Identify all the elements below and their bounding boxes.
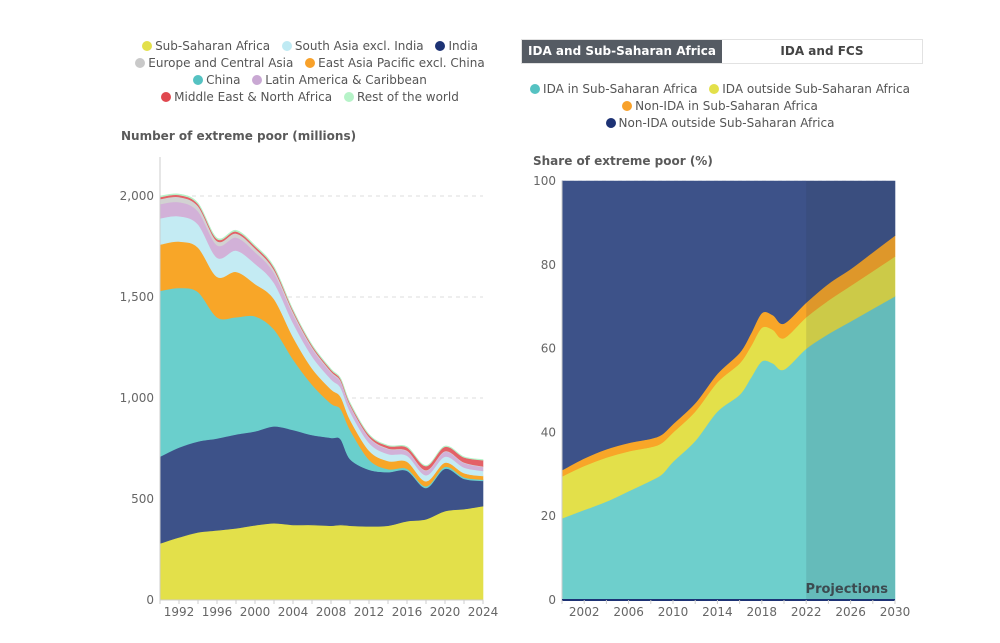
x-tick-label: 2018 xyxy=(747,605,778,619)
x-tick-label: 2010 xyxy=(658,605,689,619)
legend-item-ida-outside-ssa[interactable]: IDA outside Sub-Saharan Africa xyxy=(709,81,910,98)
legend-dot-icon xyxy=(135,58,146,68)
x-tick-label: 2000 xyxy=(240,605,271,619)
x-tick-label: 2004 xyxy=(278,605,309,619)
x-tick-label: 2014 xyxy=(702,605,733,619)
tab-ida-sub-saharan-africa[interactable]: IDA and Sub-Saharan Africa xyxy=(522,40,722,63)
y-tick-label: 20 xyxy=(541,509,556,523)
legend-item-europe-central-asia[interactable]: Europe and Central Asia xyxy=(135,55,293,72)
legend-dot-icon xyxy=(142,41,153,51)
x-tick-label: 1996 xyxy=(202,605,233,619)
left-chart: 0 500 1,000 1,500 2,000 1992 1996 2000 2004 2008 2… xyxy=(120,157,499,619)
x-tick-label: 2008 xyxy=(316,605,347,619)
legend-dot-icon xyxy=(530,84,541,94)
x-tick-label: 2024 xyxy=(468,605,499,619)
projections-label: Projections xyxy=(806,582,889,597)
legend-item-non-ida-in-ssa[interactable]: Non-IDA in Sub-Saharan Africa xyxy=(622,98,818,115)
x-tick-label: 2006 xyxy=(613,605,644,619)
x-tick-label: 2030 xyxy=(880,605,911,619)
y-tick-label: 100 xyxy=(533,174,556,188)
left-chart-legend: Sub-Saharan Africa South Asia excl. Indi… xyxy=(120,38,500,106)
y-tick-label: 0 xyxy=(548,593,556,607)
y-tick-label: 80 xyxy=(541,258,556,272)
legend-dot-icon xyxy=(605,118,616,128)
projections-shade xyxy=(806,181,895,600)
y-tick-label: 0 xyxy=(146,593,154,607)
chart-tabs: IDA and Sub-Saharan Africa IDA and FCS xyxy=(521,39,923,64)
right-chart: Projections 0 20 40 60 80 100 2002 2006 2010 2014 2… xyxy=(533,174,910,619)
y-tick-label: 60 xyxy=(541,342,556,356)
legend-item-latin-america[interactable]: Latin America & Caribbean xyxy=(252,72,427,89)
x-tick-label: 2026 xyxy=(835,605,866,619)
legend-item-middle-east[interactable]: Middle East & North Africa xyxy=(161,89,332,106)
x-tick-label: 2012 xyxy=(354,605,385,619)
legend-item-india[interactable]: India xyxy=(435,38,478,55)
right-chart-legend: IDA in Sub-Saharan Africa IDA outside Su… xyxy=(520,81,920,132)
y-tick-label: 2,000 xyxy=(120,189,154,203)
legend-dot-icon xyxy=(193,75,204,85)
x-tick-label: 2002 xyxy=(569,605,600,619)
y-tick-label: 1,000 xyxy=(120,391,154,405)
tab-ida-fcs[interactable]: IDA and FCS xyxy=(722,40,922,63)
legend-dot-icon xyxy=(281,41,292,51)
legend-item-rest-of-world[interactable]: Rest of the world xyxy=(343,89,459,106)
legend-item-south-asia[interactable]: South Asia excl. India xyxy=(281,38,424,55)
legend-dot-icon xyxy=(161,92,172,102)
area-non-ida-outside-sub-saharan-africa[interactable] xyxy=(561,180,896,471)
legend-item-ida-in-ssa[interactable]: IDA in Sub-Saharan Africa xyxy=(530,81,697,98)
x-tick-label: 1992 xyxy=(164,605,195,619)
legend-item-non-ida-outside-ssa[interactable]: Non-IDA outside Sub-Saharan Africa xyxy=(605,115,834,132)
legend-dot-icon xyxy=(435,41,446,51)
left-chart-title: Number of extreme poor (millions) xyxy=(121,129,357,143)
legend-item-east-asia-pacific[interactable]: East Asia Pacific excl. China xyxy=(305,55,485,72)
y-tick-label: 1,500 xyxy=(120,290,154,304)
y-tick-label: 500 xyxy=(131,492,154,506)
legend-item-china[interactable]: China xyxy=(193,72,240,89)
legend-dot-icon xyxy=(305,58,316,68)
x-tick-label: 2022 xyxy=(791,605,822,619)
legend-dot-icon xyxy=(622,101,633,111)
area-rest-of-the-world[interactable] xyxy=(159,193,484,467)
legend-dot-icon xyxy=(252,75,263,85)
x-tick-label: 2020 xyxy=(430,605,461,619)
right-chart-title: Share of extreme poor (%) xyxy=(533,154,713,168)
legend-dot-icon xyxy=(343,92,354,102)
x-tick-label: 2016 xyxy=(392,605,423,619)
legend-item-sub-saharan-africa[interactable]: Sub-Saharan Africa xyxy=(142,38,270,55)
legend-dot-icon xyxy=(709,84,720,94)
y-tick-label: 40 xyxy=(541,425,556,439)
